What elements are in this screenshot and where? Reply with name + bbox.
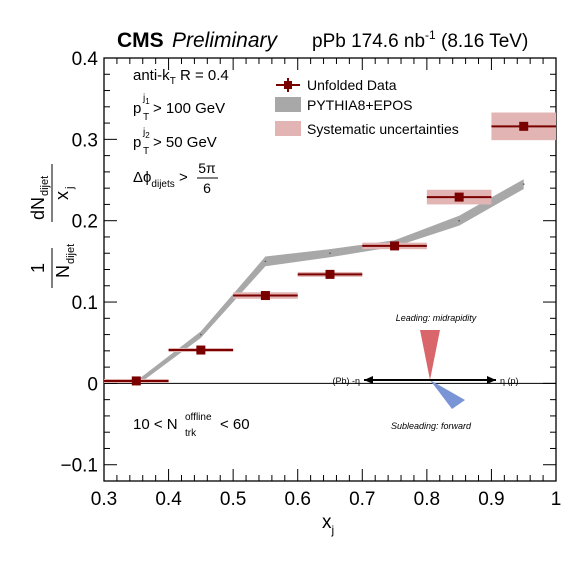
legend-data-label: Unfolded Data bbox=[307, 77, 397, 93]
y-tick-label: 0.2 bbox=[72, 212, 98, 233]
beam-arrow-left bbox=[364, 376, 373, 384]
pt1-cut-label: p bbox=[133, 100, 141, 117]
mult-sup: offline bbox=[185, 412, 212, 423]
mc-band-area bbox=[136, 179, 524, 386]
dphi-cut-label: Δϕdijets > bbox=[133, 169, 188, 190]
y-tick-labels: −0.1 0 0.1 0.2 0.3 0.4 bbox=[60, 49, 98, 477]
data-points bbox=[104, 121, 556, 386]
y-tick-label: 0.4 bbox=[72, 49, 99, 70]
y-tick-label: 0.3 bbox=[72, 130, 98, 151]
x-tick-label: 0.4 bbox=[155, 489, 182, 510]
legend-data-marker bbox=[284, 81, 292, 89]
x-tick-label: 0.9 bbox=[478, 489, 504, 510]
inset-subleading-label: Subleading: forward bbox=[391, 421, 472, 431]
x-tick-label: 0.7 bbox=[349, 489, 375, 510]
preliminary-label: Preliminary bbox=[172, 29, 279, 52]
mc-central-point bbox=[522, 183, 525, 185]
mc-central-point bbox=[264, 260, 267, 263]
legend-mc-swatch bbox=[275, 97, 301, 112]
dphi-num: 5π bbox=[198, 160, 216, 176]
axis-ticks bbox=[103, 57, 557, 482]
x-tick-labels: 0.3 0.4 0.5 0.6 0.7 0.8 0.9 1 bbox=[91, 489, 562, 510]
y-den-var-sub: j bbox=[64, 187, 76, 190]
jet-algorithm-label: anti-kT R = 0.4 bbox=[133, 67, 229, 87]
data-marker bbox=[196, 345, 206, 355]
inset-leading-label: Leading: midrapidity bbox=[396, 313, 477, 323]
y-tick-label: −0.1 bbox=[60, 456, 98, 477]
data-marker bbox=[325, 269, 335, 279]
mc-band bbox=[135, 179, 525, 386]
mc-central-point bbox=[329, 252, 331, 255]
mc-central-point bbox=[200, 333, 202, 336]
y-norm-den: N bbox=[53, 265, 73, 278]
pt2-sup: j2 bbox=[142, 127, 150, 140]
y-norm-num: 1 bbox=[28, 263, 48, 273]
pt2-rest: > 50 GeV bbox=[153, 134, 217, 151]
data-marker bbox=[519, 121, 529, 131]
y-num-sub: dijet bbox=[39, 176, 51, 196]
inset-right-label: η (p) bbox=[500, 376, 519, 386]
legend-syst-swatch bbox=[275, 121, 301, 136]
inset-left-label: (Pb) -η bbox=[332, 376, 360, 386]
legend-syst-label: Systematic uncertainties bbox=[307, 121, 459, 137]
y-num-base: dN bbox=[28, 197, 48, 220]
data-marker bbox=[260, 291, 270, 301]
x-tick-label: 1 bbox=[551, 489, 562, 510]
inset-diagram: Leading: midrapidity (Pb) -η η (p) Suble… bbox=[332, 313, 518, 431]
mc-central-point bbox=[458, 219, 460, 222]
data-marker bbox=[390, 241, 400, 251]
legend: Unfolded Data PYTHIA8+EPOS Systematic un… bbox=[275, 77, 459, 137]
x-tick-label: 0.6 bbox=[285, 489, 311, 510]
pt1-sup: j1 bbox=[142, 93, 150, 106]
mult-post: < 60 bbox=[220, 416, 250, 433]
mult-sub: trk bbox=[185, 428, 197, 439]
y-norm-den-sub: dijet bbox=[65, 244, 77, 264]
y-den-var: x bbox=[52, 191, 72, 200]
dataset-label: pPb 174.6 nb-1 (8.16 TeV) bbox=[312, 28, 528, 52]
x-tick-label: 0.3 bbox=[91, 489, 117, 510]
cms-label: CMS bbox=[117, 29, 164, 52]
legend-mc-label: PYTHIA8+EPOS bbox=[307, 97, 412, 113]
syst-boxes bbox=[104, 112, 556, 383]
y-tick-label: 0 bbox=[87, 374, 98, 395]
pt2-sub: T bbox=[143, 146, 149, 157]
data-marker bbox=[454, 192, 464, 202]
pt1-rest: > 100 GeV bbox=[153, 100, 225, 117]
beam-arrow-right bbox=[487, 376, 496, 384]
subleading-cone bbox=[430, 380, 465, 409]
x-tick-label: 0.5 bbox=[220, 489, 246, 510]
x-axis-label: xj bbox=[322, 512, 334, 537]
pt1-sub: T bbox=[143, 112, 149, 123]
x-tick-label: 0.8 bbox=[414, 489, 440, 510]
dphi-den: 6 bbox=[203, 180, 211, 196]
y-axis-label: 1 N dijet dN dijet x j bbox=[28, 164, 77, 288]
y-tick-label: 0.1 bbox=[72, 293, 98, 314]
leading-cone bbox=[420, 330, 440, 380]
data-marker bbox=[131, 376, 141, 386]
pt2-cut-label: p bbox=[133, 134, 141, 151]
multiplicity-label: 10 < N bbox=[133, 416, 178, 433]
